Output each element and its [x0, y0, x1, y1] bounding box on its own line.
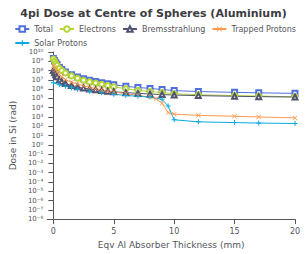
svg-text:20: 20: [290, 227, 300, 236]
svg-text:10⁻⁷: 10⁻⁷: [28, 206, 44, 214]
svg-text:Dose in Si (rad): Dose in Si (rad): [8, 101, 18, 171]
svg-text:Bremsstrahlung: Bremsstrahlung: [142, 25, 206, 34]
svg-text:10¹: 10¹: [32, 132, 44, 140]
svg-text:10⁸: 10⁸: [32, 67, 44, 75]
svg-text:10⁻³: 10⁻³: [28, 169, 44, 177]
svg-text:15: 15: [229, 227, 239, 236]
svg-text:10⁷: 10⁷: [32, 76, 44, 84]
svg-text:Total: Total: [33, 25, 53, 34]
svg-text:10⁻²: 10⁻²: [28, 159, 44, 167]
svg-text:10⁵: 10⁵: [32, 94, 44, 102]
svg-text:5: 5: [111, 227, 116, 236]
svg-text:Solar Protons: Solar Protons: [34, 39, 87, 48]
svg-text:Eqv Al Absorber Thickness (mm): Eqv Al Absorber Thickness (mm): [98, 240, 245, 250]
svg-text:10⁴: 10⁴: [32, 104, 44, 112]
svg-text:Electrons: Electrons: [79, 25, 116, 34]
svg-text:10⁰: 10⁰: [32, 141, 44, 149]
svg-text:10³: 10³: [32, 113, 44, 121]
svg-text:10: 10: [169, 227, 179, 236]
svg-text:10⁻⁶: 10⁻⁶: [28, 197, 44, 205]
svg-text:10¹⁰: 10¹⁰: [29, 48, 44, 56]
svg-text:10⁻⁸: 10⁻⁸: [28, 215, 44, 223]
svg-text:10⁹: 10⁹: [32, 57, 44, 65]
svg-text:0: 0: [51, 227, 56, 236]
svg-text:Trapped Protons: Trapped Protons: [230, 25, 296, 34]
svg-text:10²: 10²: [32, 122, 44, 130]
svg-text:10⁻¹: 10⁻¹: [28, 150, 44, 158]
svg-text:10⁻⁵: 10⁻⁵: [28, 187, 44, 195]
svg-text:10⁻⁴: 10⁻⁴: [28, 178, 44, 186]
svg-text:4pi Dose at Centre of Spheres: 4pi Dose at Centre of Spheres (Aluminium…: [20, 7, 286, 20]
svg-text:10⁶: 10⁶: [32, 85, 44, 93]
